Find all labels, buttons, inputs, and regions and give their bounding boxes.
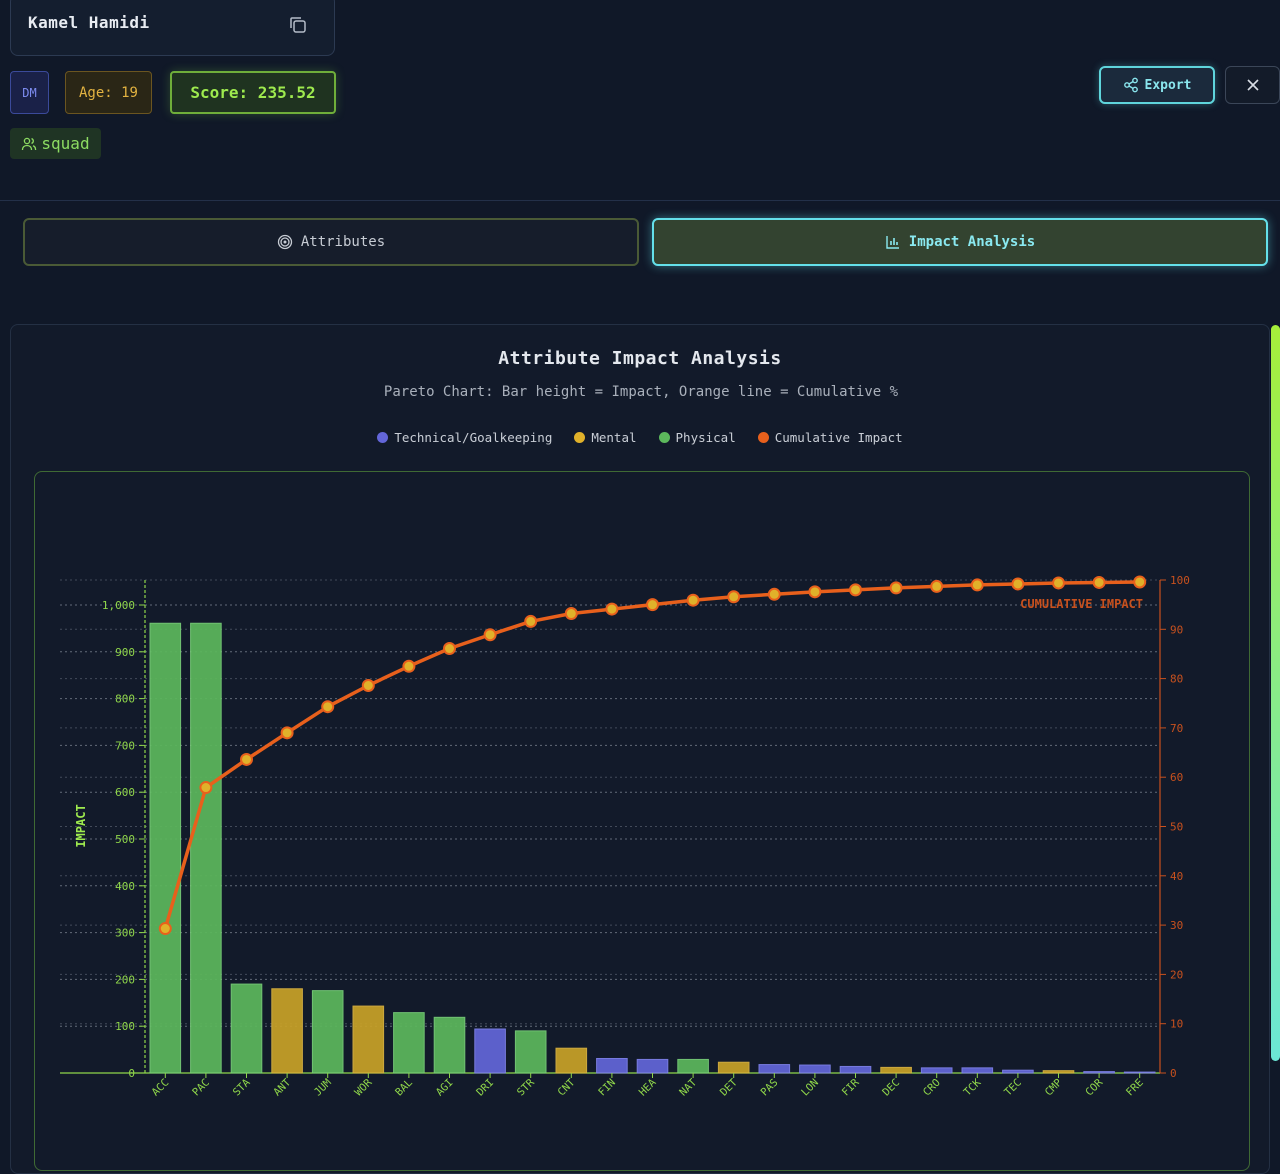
tab-attributes-label: Attributes — [300, 234, 386, 250]
users-icon — [22, 137, 37, 150]
legend-dot-mental — [574, 432, 586, 443]
legend-item-technical[interactable]: Technical/Goalkeeping — [377, 430, 552, 445]
player-name: Kamel Hamidi — [28, 13, 150, 32]
tab-impact-analysis[interactable]: Impact Analysis — [652, 218, 1268, 266]
target-icon — [277, 234, 292, 250]
chart-subtitle: Pareto Chart: Bar height = Impact, Orang… — [383, 384, 899, 400]
squad-label: squad — [41, 134, 90, 153]
legend-dot-technical — [377, 432, 389, 443]
legend-label-technical: Technical/Goalkeeping — [394, 430, 553, 445]
bar-chart-icon — [886, 236, 899, 249]
position-badge: DM — [10, 71, 49, 114]
age-badge: Age: 19 — [65, 71, 152, 114]
header-divider — [0, 200, 1280, 201]
legend-label-physical: Physical — [675, 430, 736, 445]
legend-dot-physical — [658, 432, 670, 443]
legend-label-mental: Mental — [591, 430, 637, 445]
chart-title: Attribute Impact Analysis — [498, 348, 782, 369]
scrollbar[interactable] — [1271, 325, 1280, 1061]
export-label: Export — [1144, 77, 1192, 93]
score-badge: Score: 235.52 — [170, 71, 336, 114]
legend-dot-cumulative — [757, 432, 769, 443]
tab-attributes[interactable]: Attributes — [23, 218, 639, 266]
squad-badge: squad — [10, 128, 101, 159]
legend-label-cumulative: Cumulative Impact — [774, 430, 903, 445]
legend-item-physical[interactable]: Physical — [658, 430, 736, 445]
close-button[interactable] — [1225, 66, 1280, 104]
close-icon — [1246, 79, 1259, 91]
chart-legend: Technical/Goalkeeping Mental Physical Cu… — [0, 430, 1280, 445]
copy-icon[interactable] — [288, 15, 308, 35]
share-icon — [1123, 77, 1138, 93]
legend-item-cumulative[interactable]: Cumulative Impact — [757, 430, 903, 445]
export-button[interactable]: Export — [1099, 66, 1215, 104]
plot-frame — [34, 471, 1250, 1171]
player-name-card: Kamel Hamidi — [10, 0, 335, 56]
legend-item-mental[interactable]: Mental — [574, 430, 637, 445]
tab-impact-label: Impact Analysis — [908, 234, 1036, 250]
